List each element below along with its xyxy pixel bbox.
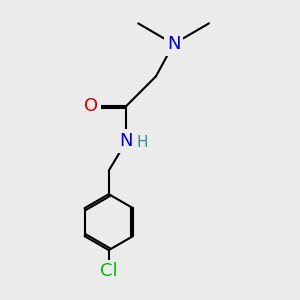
- Text: O: O: [84, 97, 98, 115]
- Text: N: N: [167, 35, 180, 53]
- Text: H: H: [137, 135, 148, 150]
- Text: N: N: [120, 132, 133, 150]
- Text: Cl: Cl: [100, 262, 118, 280]
